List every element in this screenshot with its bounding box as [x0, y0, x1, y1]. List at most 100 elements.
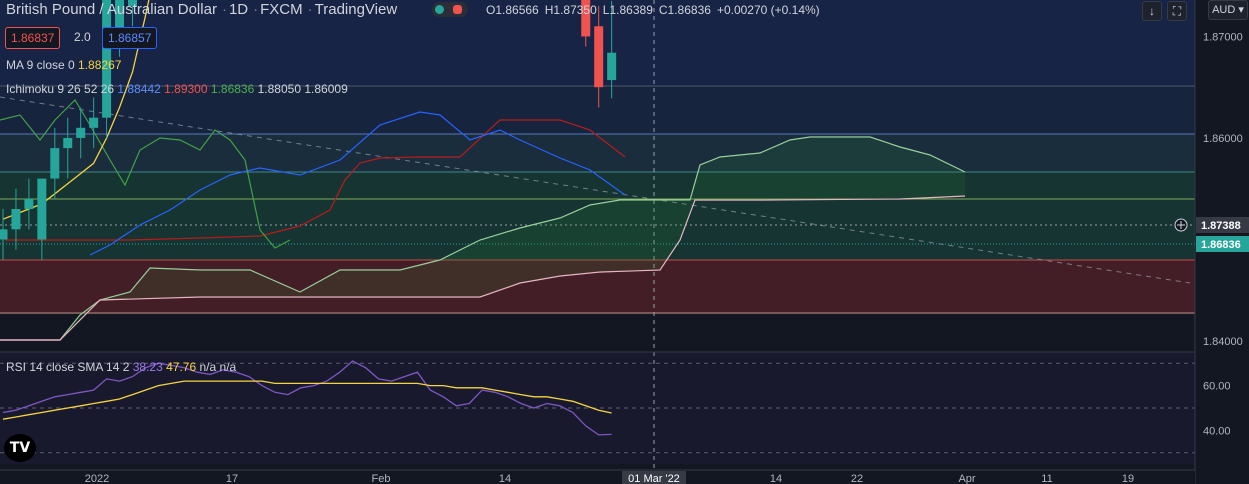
- price-tick-label: 1.84000: [1203, 336, 1243, 348]
- rsi-sma-line: [2, 380, 612, 420]
- ichimoku-span-a-value: 1.88050: [257, 82, 302, 96]
- rsi-sma-value: 47.76: [166, 360, 197, 374]
- moving-average-line: [2, 0, 150, 220]
- tradingview-logo-icon[interactable]: TV: [4, 434, 36, 462]
- candle-body: [607, 52, 617, 81]
- candle-body: [128, 0, 137, 6]
- spread-value: 2.0: [74, 30, 91, 44]
- ichimoku-cloud: [0, 136, 966, 341]
- ichimoku-chikou-value: 1.86836: [210, 82, 255, 96]
- ohlc-values: O1.86566 H1.87350 L1.86389 C1.86836 +0.00270…: [486, 3, 820, 17]
- ohlc-low-label: L: [602, 3, 610, 17]
- candle-body: [37, 178, 47, 240]
- market-status-toggle[interactable]: [432, 2, 468, 17]
- ma-legend[interactable]: MA 9 close 0 1.88267: [6, 58, 121, 72]
- candles: [0, 0, 617, 260]
- ichimoku-cloud-fill: [0, 137, 965, 340]
- time-tick-label: 22: [851, 473, 863, 484]
- candle-body: [76, 127, 86, 138]
- separator: ·: [307, 1, 313, 18]
- candle-body: [24, 198, 34, 210]
- ohlc-close: 1.86836: [667, 3, 711, 17]
- rsi-label: RSI 14 close SMA 14 2: [6, 360, 130, 374]
- sell-button[interactable]: 1.86837: [5, 27, 61, 49]
- rsi-tick-label: 40.00: [1203, 425, 1231, 437]
- symbol-title[interactable]: British Pound / Australian Dollar: [6, 1, 217, 18]
- time-tick-label: 2022: [85, 473, 109, 484]
- rsi-pane: [0, 351, 1195, 454]
- ohlc-change: +0.00270 (+0.14%): [716, 3, 820, 17]
- ohlc-open: 1.86566: [495, 3, 539, 17]
- ichimoku-legend[interactable]: Ichimoku 9 26 52 26 1.88442 1.89300 1.86…: [6, 82, 348, 96]
- ohlc-high-label: H: [544, 3, 554, 17]
- ichimoku-tenkan-value: 1.88442: [117, 82, 161, 96]
- last-price-label: 1.86836: [1201, 239, 1241, 251]
- candle-body: [63, 137, 73, 149]
- ma-label: MA 9 close 0: [6, 58, 75, 72]
- market-closed-dot: [453, 5, 462, 14]
- rsi-line: [2, 360, 612, 436]
- fullscreen-icon[interactable]: ⛶: [1167, 1, 1187, 21]
- time-tick-label: 01 Mar '22: [628, 473, 680, 484]
- candle-body: [581, 0, 591, 37]
- symbol-header[interactable]: British Pound / Australian Dollar · 1D · FXC…: [6, 1, 399, 18]
- price-tick-label: 1.87000: [1203, 31, 1243, 43]
- ohlc-close-label: C: [658, 3, 668, 17]
- candle-body: [89, 117, 99, 128]
- ichimoku-span-a: [0, 136, 966, 341]
- time-tick-label: 19: [1122, 473, 1134, 484]
- price-tick-label: 1.86000: [1203, 133, 1243, 145]
- time-tick-label: 14: [770, 473, 782, 484]
- ichimoku-kijun-value: 1.89300: [164, 82, 208, 96]
- zone-red: [0, 260, 1195, 314]
- crosshair-price-label: 1.87388: [1201, 220, 1241, 232]
- ohlc-high: 1.87350: [553, 3, 597, 17]
- trend-line: [0, 96, 1191, 284]
- ohlc-open-label: O: [486, 3, 496, 17]
- ichimoku-span-b: [0, 195, 966, 341]
- rsi-value: 38.23: [132, 360, 163, 374]
- time-tick-label: 14: [499, 473, 511, 484]
- time-highlight-box: [622, 471, 686, 484]
- separator: ·: [221, 1, 227, 18]
- currency-selector[interactable]: AUD ▾: [1208, 0, 1248, 20]
- candle-body: [115, 0, 125, 37]
- candle-body: [102, 0, 112, 118]
- arrow-down-icon[interactable]: ↓: [1142, 1, 1162, 21]
- candle-body: [0, 229, 8, 240]
- rsi-legend[interactable]: RSI 14 close SMA 14 2 38.23 47.76 n/a n/…: [6, 360, 236, 374]
- time-tick-label: 11: [1041, 473, 1052, 484]
- zone-blue-mid: [0, 86, 1195, 134]
- market-open-dot: [435, 5, 444, 14]
- time-tick-label: 17: [226, 473, 238, 484]
- zone-lines: [0, 0, 1195, 470]
- zone-green: [0, 172, 1195, 260]
- time-tick-label: Feb: [372, 473, 391, 484]
- candle-body: [50, 148, 60, 179]
- candle-body: [594, 26, 604, 88]
- time-tick-label: Apr: [958, 473, 975, 484]
- rsi-tick-label: 60.00: [1203, 381, 1231, 393]
- time-axis-bg: [0, 470, 1195, 484]
- zone-teal: [0, 134, 1195, 172]
- source: TradingView: [314, 1, 398, 18]
- exchange: FXCM: [260, 1, 303, 18]
- interval[interactable]: 1D: [228, 1, 249, 18]
- ichimoku-tenkan-line: [89, 111, 626, 256]
- rsi-bands-value: n/a n/a: [199, 360, 237, 374]
- ichimoku-kijun-line: [5, 119, 626, 241]
- crosshair-price-box: [1196, 217, 1249, 233]
- ohlc-low: 1.86389: [609, 3, 653, 17]
- ichimoku-span-b-value: 1.86009: [304, 82, 348, 96]
- candle-body: [11, 209, 21, 230]
- indicator-lines: [0, 0, 626, 256]
- separator: ·: [253, 1, 259, 18]
- buy-button[interactable]: 1.86857: [102, 27, 158, 49]
- ma-value: 1.88267: [78, 58, 122, 72]
- ichimoku-label: Ichimoku 9 26 52 26: [6, 82, 115, 96]
- currency-label: AUD: [1212, 4, 1236, 16]
- last-price-box: [1196, 236, 1249, 252]
- ichimoku-chikou-line: [0, 99, 291, 249]
